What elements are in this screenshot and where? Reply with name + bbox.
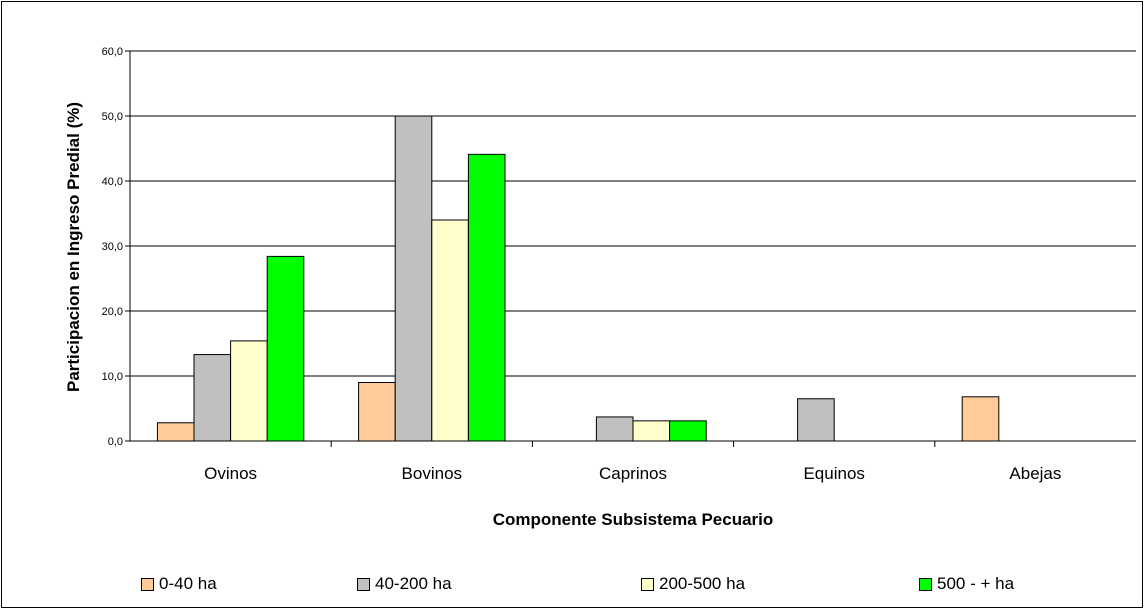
bar (394, 115, 433, 442)
y-tick-label: 60,0 (102, 46, 123, 58)
bar (193, 354, 232, 442)
bar (467, 153, 506, 442)
bar (230, 340, 268, 442)
bar (431, 219, 469, 442)
x-category-labels: Ovinos Bovinos Caprinos Equinos Abejas (204, 464, 1061, 483)
bar (358, 382, 396, 442)
legend: 0-40 ha 40-200 ha 200-500 ha 500 - + ha (0, 574, 1146, 598)
legend-label: 40-200 ha (375, 574, 452, 593)
y-tick-label: 30,0 (102, 241, 123, 253)
bar (266, 255, 305, 442)
legend-item: 0-40 ha (141, 574, 217, 594)
bar (669, 420, 707, 442)
legend-item: 500 - + ha (919, 574, 1014, 594)
axes (125, 50, 1136, 447)
legend-swatch (357, 577, 370, 591)
bar (632, 420, 671, 442)
y-tick-label: 10,0 (102, 371, 123, 383)
legend-item: 200-500 ha (641, 574, 745, 594)
bar (797, 398, 835, 442)
x-category-label: Abejas (1009, 464, 1061, 483)
y-tick-label: 0,0 (108, 436, 123, 448)
y-tick-label: 20,0 (102, 306, 123, 318)
y-tick-label: 40,0 (102, 176, 123, 188)
legend-label: 200-500 ha (659, 574, 746, 593)
x-category-label: Bovinos (402, 464, 462, 483)
y-tick-labels: 0,0 10,0 20,0 30,0 40,0 50,0 60,0 (102, 46, 123, 448)
x-axis-title: Componente Subsistema Pecuario (493, 510, 774, 529)
bar-chart: 0,0 10,0 20,0 30,0 40,0 50,0 60,0 Ovinos Bovino… (64, 46, 1136, 529)
bars (156, 115, 1000, 442)
legend-swatch (641, 577, 654, 591)
legend-swatch (919, 577, 932, 591)
y-axis-title: Participacion en Ingreso Predial (%) (64, 102, 83, 392)
bar (156, 422, 195, 442)
y-tick-label: 50,0 (102, 111, 123, 123)
x-category-label: Caprinos (599, 464, 667, 483)
bar (961, 396, 1000, 442)
legend-label: 500 - + ha (937, 574, 1015, 593)
legend-item: 40-200 ha (357, 574, 452, 594)
legend-swatch (141, 577, 154, 591)
legend-label: 0-40 ha (159, 574, 217, 593)
x-category-label: Equinos (803, 464, 864, 483)
bar (595, 416, 634, 442)
x-category-label: Ovinos (204, 464, 257, 483)
